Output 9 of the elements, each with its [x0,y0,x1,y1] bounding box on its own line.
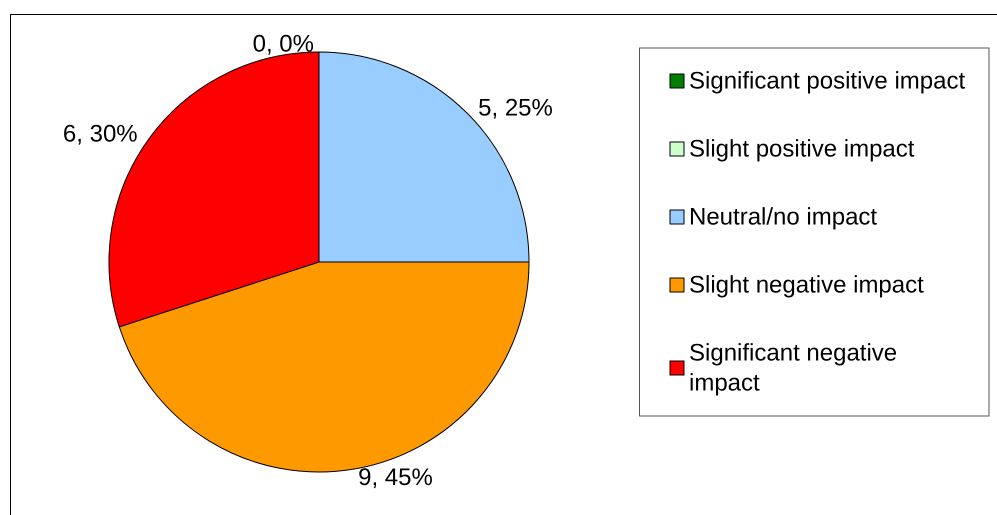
legend-label: Significant negative impact [689,340,904,396]
legend-label: Slight positive impact [689,136,915,162]
data-label: 5, 25% [478,94,553,122]
data-label: 6, 30% [62,120,138,148]
legend-label: Significant positive impact [689,68,966,94]
legend-label: Neutral/no impact [689,204,878,230]
text: 0, 0% [252,30,314,58]
data-label: 9, 45% [358,464,433,491]
legend-label: Slight negative impact [689,272,924,298]
